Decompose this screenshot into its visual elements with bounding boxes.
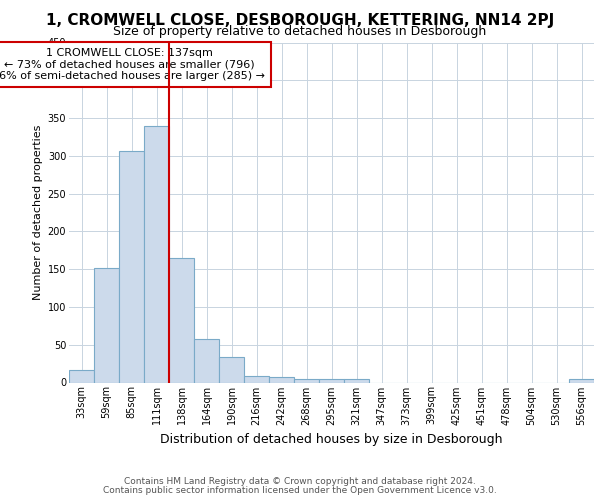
Text: Contains HM Land Registry data © Crown copyright and database right 2024.: Contains HM Land Registry data © Crown c…	[124, 477, 476, 486]
Bar	[244, 376, 269, 382]
Bar	[144, 126, 169, 382]
Bar	[194, 340, 219, 382]
Text: Size of property relative to detached houses in Desborough: Size of property relative to detached ho…	[113, 25, 487, 38]
Bar	[169, 258, 194, 382]
X-axis label: Distribution of detached houses by size in Desborough: Distribution of detached houses by size …	[160, 433, 503, 446]
Text: 1 CROMWELL CLOSE: 137sqm
← 73% of detached houses are smaller (796)
26% of semi-: 1 CROMWELL CLOSE: 137sqm ← 73% of detach…	[0, 48, 265, 81]
Bar	[119, 152, 144, 382]
Text: Contains public sector information licensed under the Open Government Licence v3: Contains public sector information licen…	[103, 486, 497, 495]
Text: 1, CROMWELL CLOSE, DESBOROUGH, KETTERING, NN14 2PJ: 1, CROMWELL CLOSE, DESBOROUGH, KETTERING…	[46, 12, 554, 28]
Bar	[344, 378, 369, 382]
Bar	[294, 378, 319, 382]
Bar	[219, 357, 244, 382]
Bar	[319, 378, 344, 382]
Bar	[569, 380, 594, 382]
Bar	[69, 370, 94, 382]
Bar	[269, 377, 294, 382]
Y-axis label: Number of detached properties: Number of detached properties	[34, 125, 43, 300]
Bar	[94, 268, 119, 382]
